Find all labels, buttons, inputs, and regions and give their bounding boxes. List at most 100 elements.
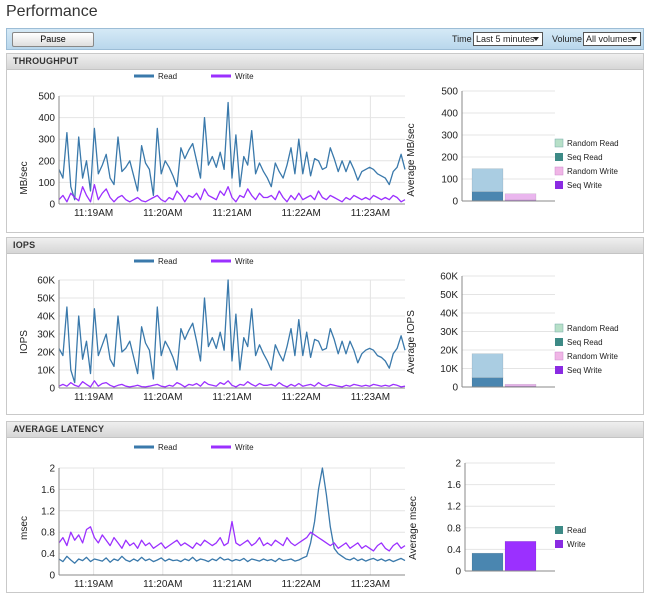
throughput-charts: MB/sec Average MB/sec Read Write 0 100 200… [19,72,619,219]
legend-write-label: Write [235,72,254,81]
iops-y-tick: 50K [37,294,55,305]
volume-select-value: All volumes [586,34,633,44]
legend-seq-write-label: Seq Write [567,181,603,190]
throughput-x-tick: 11:23AM [351,208,390,219]
legend-random-write-label: Random Write [567,167,619,176]
throughput-avg-bar-seq-read [471,191,504,202]
latency-y-tick: 2 [49,464,55,475]
latency-avg-chart: 0 0.4 0.8 1.2 1.6 2 [447,459,555,578]
latency-line-legend: Read Write [134,443,254,452]
legend-seq-write-swatch [555,181,563,189]
latency-header: AVERAGE LATENCY [7,422,643,438]
throughput-avg-y-tick: 100 [441,175,458,186]
time-select[interactable]: Last 5 minutes [473,32,543,46]
iops-x-tick: 11:19AM [74,392,113,403]
throughput-avg-y-axis-title: Average MB/sec [406,123,417,196]
chevron-down-icon [533,37,539,41]
legend-read-avg-label: Read [567,526,586,535]
latency-y-tick: 1.2 [41,506,55,517]
latency-bar-legend: Read Write [555,526,586,549]
volume-select[interactable]: All volumes [583,32,641,46]
latency-y-tick: 0.8 [41,528,55,539]
latency-avg-y-tick: 1.6 [447,480,461,491]
legend-write-label: Write [235,443,254,452]
iops-y-tick: 20K [37,348,55,359]
throughput-bar-legend: Random Read Seq Read Random Write Seq Wr… [554,138,619,190]
throughput-avg-y-tick: 300 [441,131,458,142]
legend-random-read-swatch [554,138,564,148]
throughput-x-tick: 11:22AM [282,208,321,219]
throughput-y-tick: 0 [49,200,55,211]
latency-avg-y-tick: 0 [455,567,461,578]
iops-y-axis-title: IOPS [19,330,30,354]
legend-random-read-label: Random Read [567,324,619,333]
throughput-y-tick: 100 [38,178,55,189]
latency-avg-bar-read [471,552,504,572]
iops-avg-chart: 0 10K 20K 30K 40K 50K 60K [440,272,555,394]
iops-avg-y-tick: 20K [440,346,458,357]
legend-write-avg-label: Write [567,540,586,549]
time-select-value: Last 5 minutes [476,34,535,44]
throughput-y-axis-title: MB/sec [19,161,30,194]
throughput-x-tick: 11:19AM [74,208,113,219]
legend-read-label: Read [158,443,177,452]
iops-avg-y-axis-title: Average IOPS [406,310,417,374]
iops-line-chart: 0 10K 20K 30K 40K 50K 60K 11:19AM 11:20AM 11:21AM… [37,276,406,403]
throughput-avg-y-tick: 400 [441,109,458,120]
latency-series-write [58,520,406,552]
legend-random-write-label: Random Write [567,352,619,361]
latency-y-tick: 1.6 [41,485,55,496]
iops-line-legend: Read Write [134,257,254,266]
latency-panel: AVERAGE LATENCY msec Average msec Read W… [6,421,644,593]
iops-y-tick: 30K [37,330,55,341]
throughput-y-tick: 300 [38,135,55,146]
legend-seq-read-label: Seq Read [567,338,603,347]
chevron-down-icon [631,37,637,41]
latency-y-axis-title: msec [19,516,30,540]
throughput-y-tick: 200 [38,156,55,167]
throughput-panel: THROUGHPUT MB/sec Average MB/sec Read Wr… [6,53,644,233]
throughput-avg-bar-random-read [471,168,504,193]
page-title: Performance [6,3,98,20]
legend-random-write-swatch [554,351,564,361]
iops-avg-y-tick: 60K [440,272,458,283]
legend-random-read-label: Random Read [567,139,619,148]
pause-button[interactable]: Pause [12,32,94,47]
legend-seq-read-label: Seq Read [567,153,603,162]
legend-read-avg-swatch [555,526,563,534]
latency-avg-y-axis-title: Average msec [408,496,419,560]
throughput-x-tick: 11:20AM [143,208,182,219]
latency-avg-y-tick: 1.2 [447,502,461,513]
latency-x-tick: 11:21AM [212,579,251,590]
throughput-series-write [58,183,406,203]
throughput-avg-y-tick: 200 [441,153,458,164]
legend-read-label: Read [158,257,177,266]
iops-series-write [58,380,406,388]
iops-avg-y-tick: 40K [440,309,458,320]
throughput-avg-chart: 0 100 200 300 400 500 [441,87,555,208]
legend-write-avg-swatch [555,540,563,548]
latency-avg-y-tick: 0.8 [447,523,461,534]
legend-seq-read-swatch [555,338,563,346]
iops-y-tick: 60K [37,276,55,287]
latency-avg-y-tick: 2 [455,459,461,470]
iops-x-tick: 11:20AM [143,392,182,403]
throughput-line-legend: Read Write [134,72,254,81]
iops-y-tick: 40K [37,312,55,323]
latency-series-read [58,467,406,564]
legend-seq-write-swatch [555,366,563,374]
iops-avg-y-tick: 30K [440,327,458,338]
throughput-line-chart: 0 100 200 300 400 500 11:19AM 11:20AM 11:21AM 11:… [38,92,406,219]
iops-header: IOPS [7,238,643,254]
throughput-avg-y-tick: 0 [452,197,458,208]
latency-x-tick: 11:19AM [74,579,113,590]
latency-x-tick: 11:22AM [282,579,321,590]
throughput-y-tick: 400 [38,113,55,124]
volume-label: Volume [552,34,583,44]
iops-x-tick: 11:22AM [282,392,321,403]
latency-avg-bar-write [504,541,537,572]
iops-x-tick: 11:21AM [212,392,251,403]
latency-avg-y-tick: 0.4 [447,545,461,556]
latency-y-tick: 0.4 [41,549,55,560]
throughput-avg-y-tick: 500 [441,87,458,98]
